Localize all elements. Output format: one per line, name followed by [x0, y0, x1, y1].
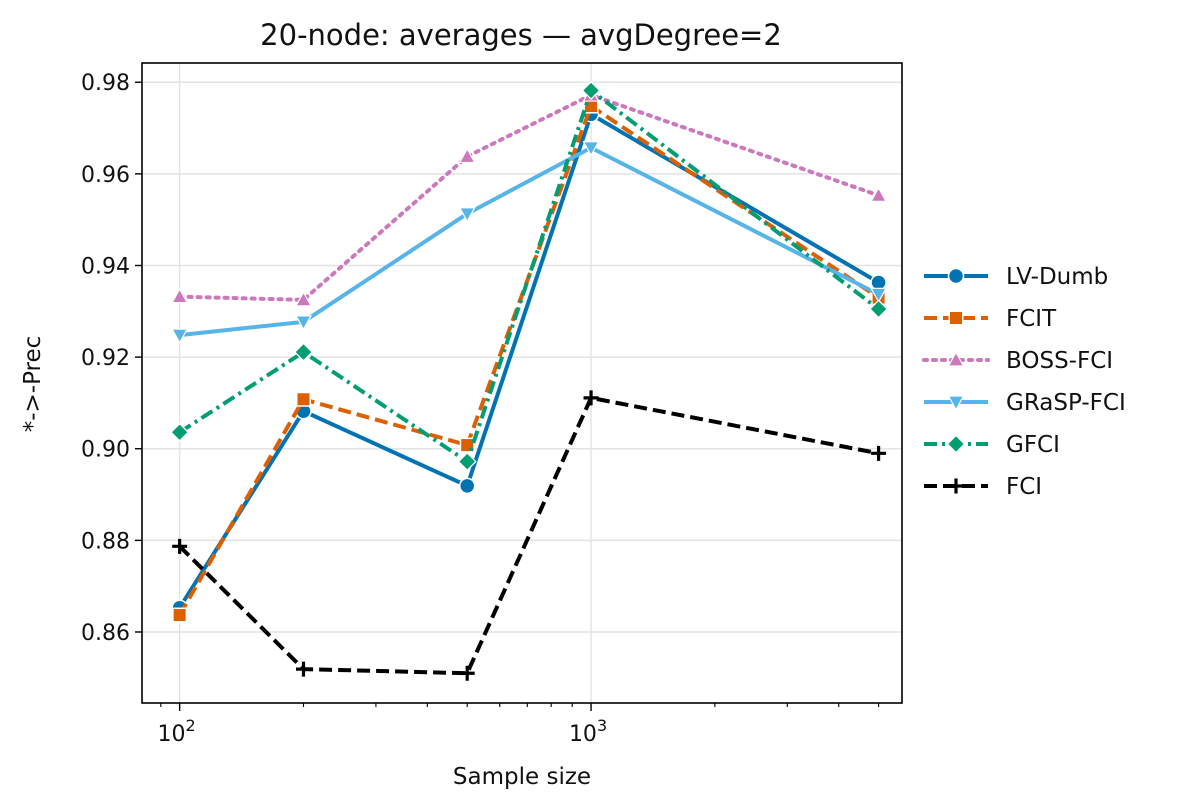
data-point-grasp-fci [582, 141, 600, 157]
series-fcit [172, 98, 887, 623]
legend-label-lv-dumb: LV-Dumb [1006, 264, 1108, 290]
data-point-lv-dumb [870, 274, 887, 291]
data-point-boss-fci [870, 186, 888, 202]
y-tick-label: 0.96 [81, 163, 130, 188]
data-point-grasp-fci [171, 328, 189, 344]
grid [142, 63, 902, 703]
series-line-grasp-fci [179, 145, 880, 338]
data-point-fci [583, 390, 599, 406]
legend-marker-boss-fci [947, 351, 965, 367]
y-axis-title: *->-Prec [20, 336, 46, 433]
data-point-gfci [581, 80, 601, 101]
legend-label-boss-fci: BOSS-FCI [1006, 348, 1113, 374]
legend-label-fci: FCI [1006, 474, 1042, 500]
series-line-gfci [178, 88, 880, 464]
legend-item-fci: FCI [924, 474, 1042, 500]
legend-marker-grasp-fci [947, 395, 965, 411]
legend-item-lv-dumb: LV-Dumb [924, 264, 1108, 290]
data-point-grasp-fci [870, 287, 888, 304]
data-point-gfci [293, 342, 314, 362]
x-tick-label: 102 [158, 716, 196, 747]
legend-item-grasp-fci: GRaSP-FCI [924, 390, 1126, 416]
y-tick-label: 0.90 [81, 438, 130, 463]
legend-label-fcit: FCIT [1006, 306, 1057, 332]
chart-title: 20-node: averages — avgDegree=2 [260, 18, 782, 52]
data-point-fci [871, 445, 887, 461]
y-tick-label: 0.98 [81, 71, 130, 96]
x-axis-title: Sample size [453, 764, 591, 790]
data-point-fcit [295, 391, 311, 407]
data-point-boss-fci [171, 287, 189, 304]
legend: LV-Dumb FCIT BOSS-FCI GRaSP-FCI GFCI FCI [922, 264, 1126, 500]
data-point-boss-fci [294, 291, 313, 307]
x-tick-base: 10 [158, 722, 186, 747]
data-point-fci [295, 661, 311, 677]
series-fci [172, 390, 887, 681]
data-point-fci [459, 665, 475, 681]
series-gfci [170, 80, 889, 472]
series-boss-fci [171, 86, 888, 307]
legend-label-grasp-fci: GRaSP-FCI [1006, 390, 1126, 416]
legend-marker-lv-dumb [947, 267, 965, 285]
y-tick-label: 0.88 [81, 529, 130, 554]
data-point-grasp-fci [294, 315, 313, 331]
legend-marker-fcit [948, 310, 964, 326]
x-tick-exponent: 3 [597, 716, 607, 735]
series-grasp-fci [171, 141, 888, 344]
data-point-gfci [869, 299, 889, 319]
y-tick-label: 0.86 [81, 621, 130, 646]
data-point-gfci [457, 452, 477, 472]
legend-item-fcit: FCIT [924, 306, 1057, 332]
data-point-boss-fci [458, 147, 476, 164]
series-lines [170, 80, 889, 681]
series-line-boss-fci [177, 93, 881, 302]
data-point-fci [172, 538, 188, 554]
y-tick-label: 0.94 [81, 254, 130, 279]
data-point-grasp-fci [458, 207, 476, 223]
legend-item-gfci: GFCI [924, 432, 1060, 458]
legend-marker-gfci [946, 434, 966, 454]
legend-marker-fci [948, 478, 964, 494]
x-tick-exponent: 2 [186, 716, 196, 735]
data-point-lv-dumb [458, 477, 476, 495]
x-tick-label: 103 [569, 716, 607, 747]
data-point-fcit [172, 607, 188, 623]
data-point-gfci [170, 422, 190, 442]
plot-frame [141, 62, 903, 704]
x-tick-base: 10 [569, 722, 597, 747]
legend-label-gfci: GFCI [1006, 432, 1060, 458]
legend-item-boss-fci: BOSS-FCI [922, 348, 1113, 374]
series-line-lv-dumb [177, 112, 880, 609]
series-line-fci [178, 395, 879, 676]
y-tick-label: 0.92 [81, 346, 130, 371]
